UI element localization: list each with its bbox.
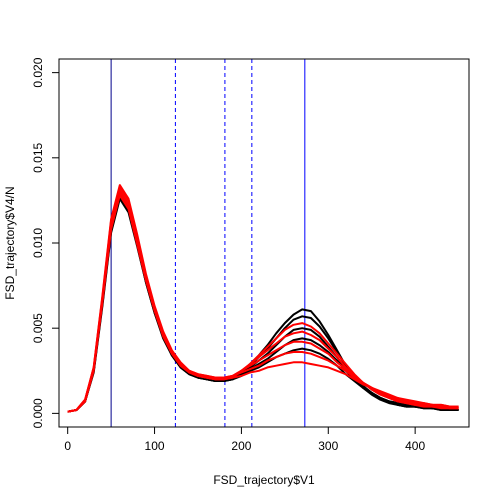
y-tick-label: 0.020: [31, 57, 45, 87]
x-tick-label: 0: [64, 439, 71, 453]
black-series-line-4: [67, 192, 459, 413]
y-tick-label: 0.010: [31, 228, 45, 258]
red-series-line-7: [67, 184, 459, 413]
red-series-line-6: [67, 189, 459, 413]
black-series-line-0: [67, 194, 459, 413]
red-series-line-9: [67, 194, 459, 413]
red-series-line-5: [67, 185, 459, 413]
x-axis: 0 100 200 300 400: [64, 426, 425, 453]
black-series-line-1: [67, 190, 459, 413]
red-series-line-8: [67, 190, 459, 413]
y-tick-label: 0.005: [31, 313, 45, 343]
x-axis-label: FSD_trajectory$V1: [213, 473, 315, 487]
black-series-line-3: [67, 197, 459, 413]
y-axis: 0.000 0.005 0.010 0.015 0.020: [31, 57, 60, 428]
x-tick-label: 400: [405, 439, 425, 453]
vertical-markers: [110, 59, 306, 427]
series-layer: [67, 184, 459, 413]
x-tick-label: 100: [145, 439, 165, 453]
plot-frame: [58, 58, 470, 428]
x-tick-label: 300: [318, 439, 338, 453]
y-tick-label: 0.000: [31, 398, 45, 428]
y-axis-label: FSD_trajectory$V4/N: [3, 186, 17, 299]
x-tick-label: 200: [231, 439, 251, 453]
y-tick-label: 0.015: [31, 142, 45, 172]
black-series-line-2: [67, 196, 459, 413]
